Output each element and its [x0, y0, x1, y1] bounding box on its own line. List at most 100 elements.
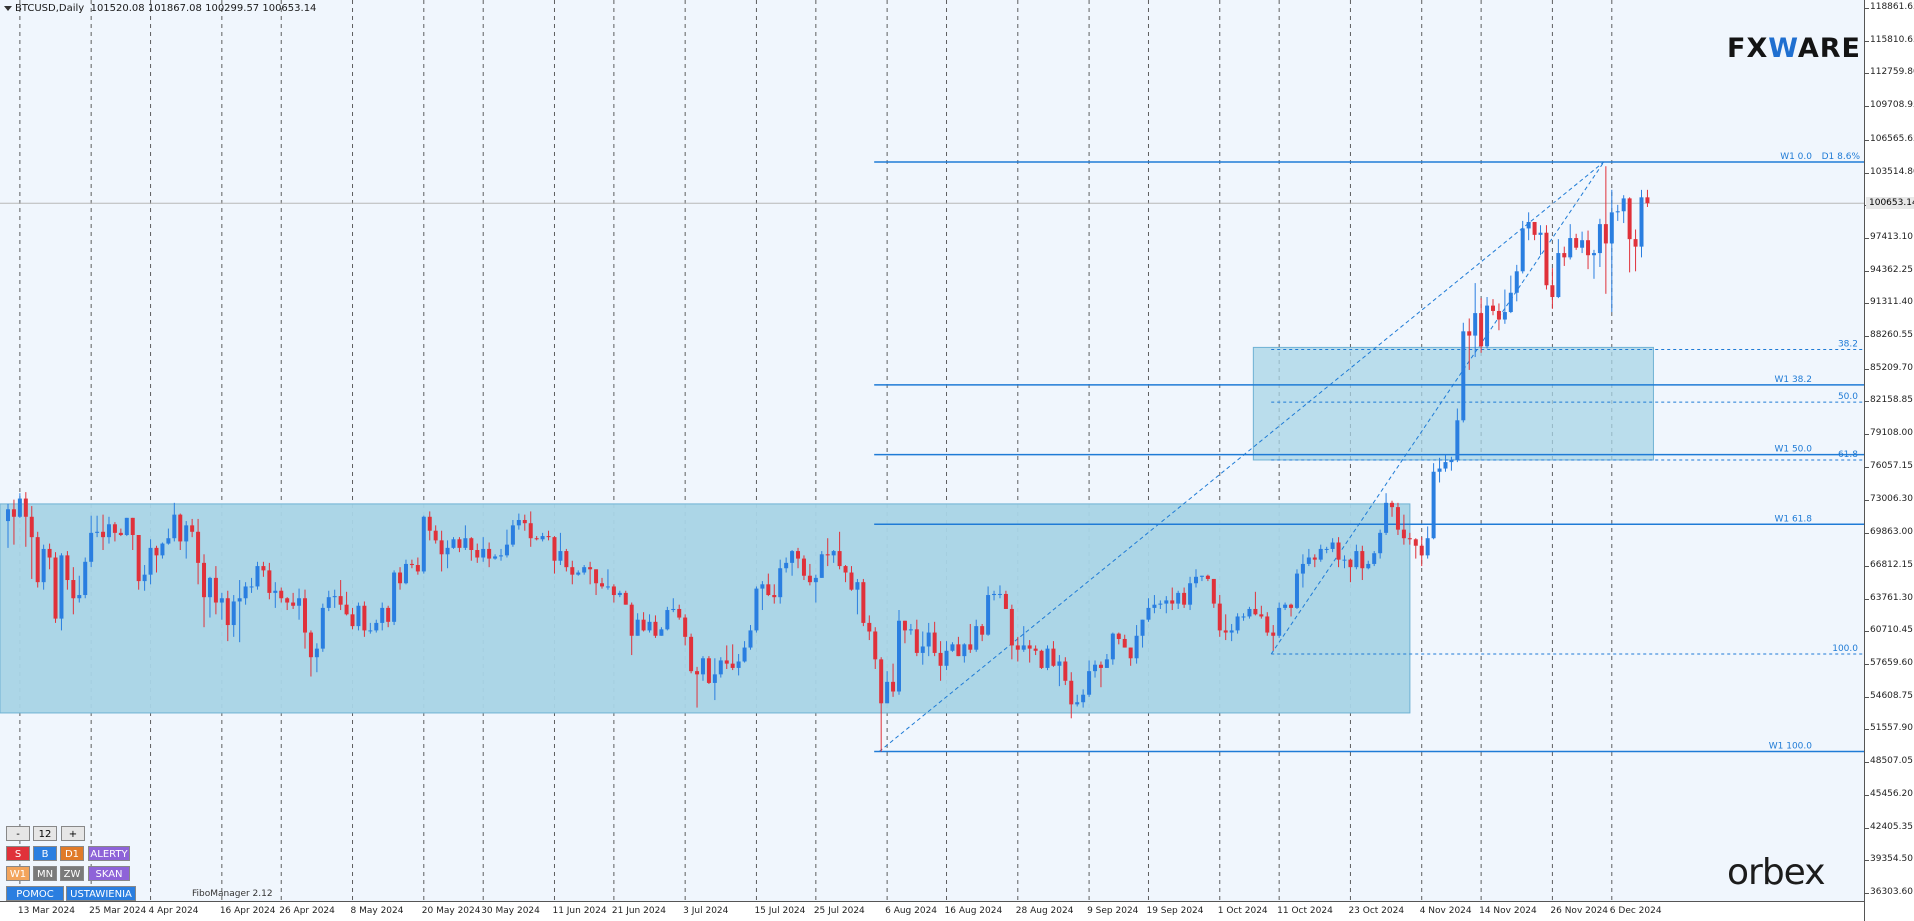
panel-button-mn[interactable]: MN	[33, 866, 57, 881]
candle-body-136	[813, 577, 818, 583]
panel-button-w1[interactable]: W1	[6, 866, 30, 881]
price-tick-mark	[1865, 368, 1869, 370]
candle-body-123	[736, 661, 741, 668]
candle-body-259	[1544, 232, 1549, 286]
candle-body-73	[439, 540, 444, 555]
candle-body-67	[403, 563, 408, 584]
candle-body-141	[843, 566, 848, 573]
candle-body-71	[427, 516, 432, 531]
panel-button--[interactable]: -	[6, 826, 30, 841]
candle-body-151	[902, 620, 907, 631]
symbol-name: BTCUSD,Daily	[15, 3, 85, 14]
candle-body-176	[1051, 648, 1056, 666]
daily-fib-label-1: 50.0	[1838, 392, 1858, 402]
candle-body-137	[819, 554, 824, 578]
candle-body-139	[831, 551, 836, 556]
candle-body-264	[1574, 238, 1579, 248]
candle-body-94	[564, 551, 569, 568]
price-tick-label: 66812.15	[1870, 559, 1913, 570]
candle-body-30	[184, 525, 189, 542]
candle-body-208	[1241, 616, 1246, 618]
panel-button-pomoc[interactable]: POMOC	[6, 886, 64, 901]
fib-trend-line-daily	[1270, 161, 1605, 655]
candle-body-47	[285, 598, 290, 603]
date-tick-label: 1 Oct 2024	[1217, 906, 1268, 916]
candle-body-2	[17, 498, 22, 517]
candle-body-35	[213, 577, 218, 603]
candle-body-48	[291, 602, 296, 606]
candle-body-144	[861, 582, 866, 623]
candle-body-112	[671, 608, 676, 611]
candle-body-129	[772, 595, 777, 598]
time-axis[interactable]: 13 Mar 2024 25 Mar 2024 4 Apr 2024 16 Apr 2…	[0, 901, 1864, 921]
candle-body-172	[1027, 645, 1032, 649]
candle-body-226	[1348, 559, 1353, 568]
price-tick-mark	[1865, 466, 1869, 468]
date-tick-label: 21 Jun 2024	[611, 906, 667, 916]
candle-body-74	[445, 547, 450, 555]
candle-body-140	[837, 551, 842, 567]
candle-body-217	[1294, 573, 1299, 608]
candle-body-260	[1550, 285, 1555, 298]
candle-body-5	[35, 537, 40, 583]
price-tick-mark	[1865, 106, 1869, 108]
panel-button-zw[interactable]: ZW	[60, 866, 84, 881]
panel-button-12[interactable]: 12	[33, 826, 57, 841]
candle-body-51	[308, 632, 313, 658]
candle-body-52	[314, 648, 319, 658]
panel-button-d1[interactable]: D1	[60, 846, 84, 861]
date-tick-label: 13 Mar 2024	[17, 906, 75, 916]
candle-body-275	[1639, 197, 1644, 247]
candle-body-97	[582, 567, 587, 573]
candle-body-38	[231, 601, 236, 626]
price-tick-mark	[1865, 696, 1869, 698]
price-axis[interactable]: 118861.65 115810.65 112759.80 109708.95 1065…	[1864, 0, 1914, 921]
candle-body-50	[303, 598, 307, 633]
candle-body-186	[1110, 633, 1115, 660]
candle-body-234	[1395, 507, 1400, 530]
candle-body-12	[77, 595, 82, 599]
panel-button-skan[interactable]: SKAN	[88, 866, 130, 881]
candle-body-42	[255, 566, 260, 587]
price-tick-mark	[1865, 336, 1869, 338]
panel-button-ustawienia[interactable]: USTAWIENIA	[66, 886, 136, 901]
price-tick-label: 48507.05	[1870, 756, 1913, 767]
candle-body-25	[154, 547, 159, 556]
candle-body-147	[879, 659, 884, 704]
candle-body-203	[1211, 578, 1216, 604]
candle-body-96	[576, 572, 581, 575]
candle-body-232	[1384, 502, 1389, 533]
candle-body-72	[433, 530, 438, 541]
candle-body-161	[962, 644, 967, 657]
candle-body-155	[926, 632, 931, 647]
candle-body-41	[249, 586, 254, 588]
candle-body-99	[594, 569, 599, 584]
chart-svg: W1 0.0 D1 8.6% W1 38.2 W1 50.0 W1 61.8 W1 100…	[0, 0, 1864, 901]
date-tick-label: 30 May 2024	[481, 906, 540, 916]
candle-body-93	[558, 551, 563, 561]
candle-body-270	[1609, 212, 1614, 244]
candle-body-212	[1265, 616, 1270, 633]
panel-button-alerty[interactable]: ALERTY	[88, 846, 130, 861]
dropdown-triangle-icon[interactable]	[4, 5, 12, 11]
panel-button--[interactable]: +	[61, 826, 85, 841]
candle-body-239	[1425, 538, 1430, 556]
daily-fib-label-2: 61.8	[1838, 450, 1858, 460]
chart-area[interactable]: W1 0.0 D1 8.6% W1 38.2 W1 50.0 W1 61.8 W1 100…	[0, 0, 1864, 901]
candle-body-171	[1021, 645, 1026, 650]
panel-button-b[interactable]: B	[33, 846, 57, 861]
candle-body-272	[1621, 198, 1626, 212]
candle-body-180	[1075, 702, 1080, 705]
candle-body-81	[487, 548, 492, 559]
candle-body-150	[897, 620, 901, 692]
price-tick-mark	[1865, 565, 1869, 567]
fib-label-1: D1 8.6%	[1822, 152, 1861, 162]
symbol-label: BTCUSD,Daily 101520.08 101867.08 100299.…	[4, 3, 316, 14]
candle-body-252	[1502, 312, 1507, 320]
candle-body-62	[374, 622, 379, 631]
panel-button-s[interactable]: S	[6, 846, 30, 861]
candle-body-214	[1277, 607, 1282, 636]
candle-body-70	[421, 516, 426, 572]
candle-body-237	[1413, 539, 1418, 546]
candle-body-200	[1194, 576, 1198, 584]
